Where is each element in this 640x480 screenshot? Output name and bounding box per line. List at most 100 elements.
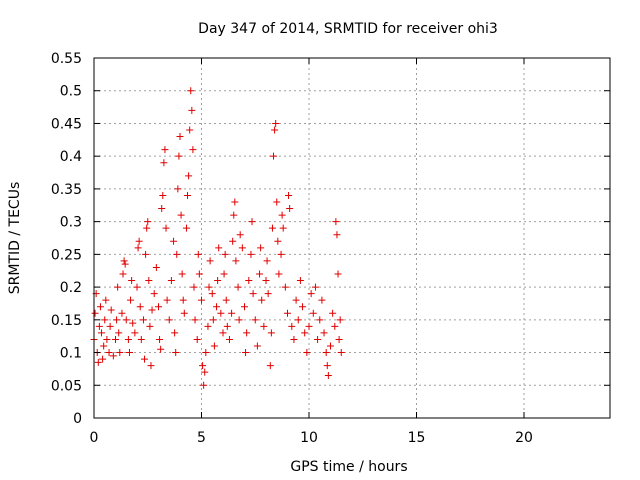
data-point: [243, 329, 251, 337]
data-point: [273, 198, 281, 206]
y-tick-label: 0.35: [51, 182, 82, 198]
data-point: [139, 316, 147, 324]
data-point: [135, 237, 143, 245]
data-point: [284, 309, 291, 317]
x-axis-label: GPS time / hours: [290, 459, 407, 475]
data-point: [160, 159, 168, 167]
data-point: [320, 329, 328, 337]
data-point: [309, 309, 317, 317]
data-point: [163, 296, 171, 304]
data-point: [303, 349, 311, 357]
data-point: [256, 270, 264, 278]
data-point: [279, 224, 287, 232]
data-point: [180, 309, 188, 317]
data-point: [213, 303, 221, 311]
data-point: [144, 218, 152, 226]
plot-frame: [93, 57, 611, 419]
data-point: [292, 296, 300, 304]
data-point: [266, 362, 274, 370]
data-point: [119, 270, 127, 278]
data-point: [270, 152, 278, 160]
data-point: [198, 296, 205, 304]
data-point: [322, 349, 330, 357]
data-point: [150, 290, 158, 298]
y-tick-label: 0.4: [60, 149, 82, 165]
data-point: [236, 231, 244, 239]
data-point: [101, 316, 109, 324]
y-tick-label: 0.2: [60, 280, 82, 296]
data-point: [296, 277, 304, 285]
data-point: [251, 316, 259, 324]
data-point: [116, 349, 124, 357]
data-point: [219, 329, 227, 337]
data-point: [96, 303, 104, 311]
data-point: [200, 381, 208, 389]
data-point: [234, 283, 242, 291]
data-point: [95, 322, 103, 330]
y-tick-label: 0.45: [51, 116, 82, 132]
data-point: [318, 296, 326, 304]
data-point: [334, 270, 342, 278]
data-point: [199, 362, 207, 370]
data-point: [94, 358, 102, 366]
chart-title: Day 347 of 2014, SRMTID for receiver ohi…: [198, 21, 498, 37]
y-tick-label: 0.1: [60, 346, 82, 362]
data-point: [272, 119, 280, 127]
data-point: [99, 355, 107, 363]
data-point: [331, 322, 339, 330]
data-point: [128, 277, 136, 285]
data-point: [155, 303, 162, 311]
data-point: [142, 250, 150, 258]
data-point: [332, 218, 340, 226]
x-tick-label: 15: [408, 430, 426, 446]
data-points: [90, 87, 345, 389]
data-point: [184, 191, 192, 199]
data-point: [229, 237, 237, 245]
data-point: [173, 250, 181, 258]
x-tick-label: 20: [515, 430, 533, 446]
data-point: [156, 335, 164, 343]
data-point: [131, 329, 139, 337]
data-point: [204, 322, 212, 330]
y-tick-label: 0.3: [60, 215, 82, 231]
data-point: [209, 316, 217, 324]
data-point: [274, 237, 282, 245]
y-tick-label: 0: [73, 411, 82, 427]
data-point: [107, 306, 115, 314]
grid-lines: [94, 58, 610, 418]
data-point: [182, 224, 190, 232]
data-point: [159, 191, 167, 199]
data-point: [146, 322, 154, 330]
data-point: [314, 335, 322, 343]
data-point: [260, 322, 268, 330]
data-point: [241, 303, 248, 311]
data-point: [307, 290, 315, 298]
data-point: [115, 329, 123, 337]
axes: 0 0.05 0.1 0.15 0.2 0.25 0.3 0.35 0.4 0.45 0.5 0.55…: [51, 51, 610, 446]
data-point: [217, 309, 225, 317]
data-point: [264, 290, 272, 298]
data-point: [208, 290, 216, 298]
data-point: [102, 296, 110, 304]
data-point: [235, 316, 243, 324]
data-point: [253, 342, 261, 350]
y-tick-label: 0.05: [51, 378, 82, 394]
data-point: [288, 322, 296, 330]
data-point: [190, 283, 198, 291]
data-point: [161, 146, 169, 154]
data-point: [98, 329, 106, 337]
data-point: [141, 355, 149, 363]
data-point: [323, 362, 331, 370]
data-point: [187, 87, 195, 95]
data-point: [286, 205, 294, 213]
data-point: [231, 198, 239, 206]
data-point: [336, 316, 344, 324]
data-point: [221, 250, 229, 258]
data-point: [301, 329, 309, 337]
data-point: [136, 303, 144, 311]
data-point: [185, 172, 193, 180]
data-point: [100, 342, 108, 350]
y-tick-label: 0.25: [51, 247, 82, 263]
data-point: [165, 316, 173, 324]
